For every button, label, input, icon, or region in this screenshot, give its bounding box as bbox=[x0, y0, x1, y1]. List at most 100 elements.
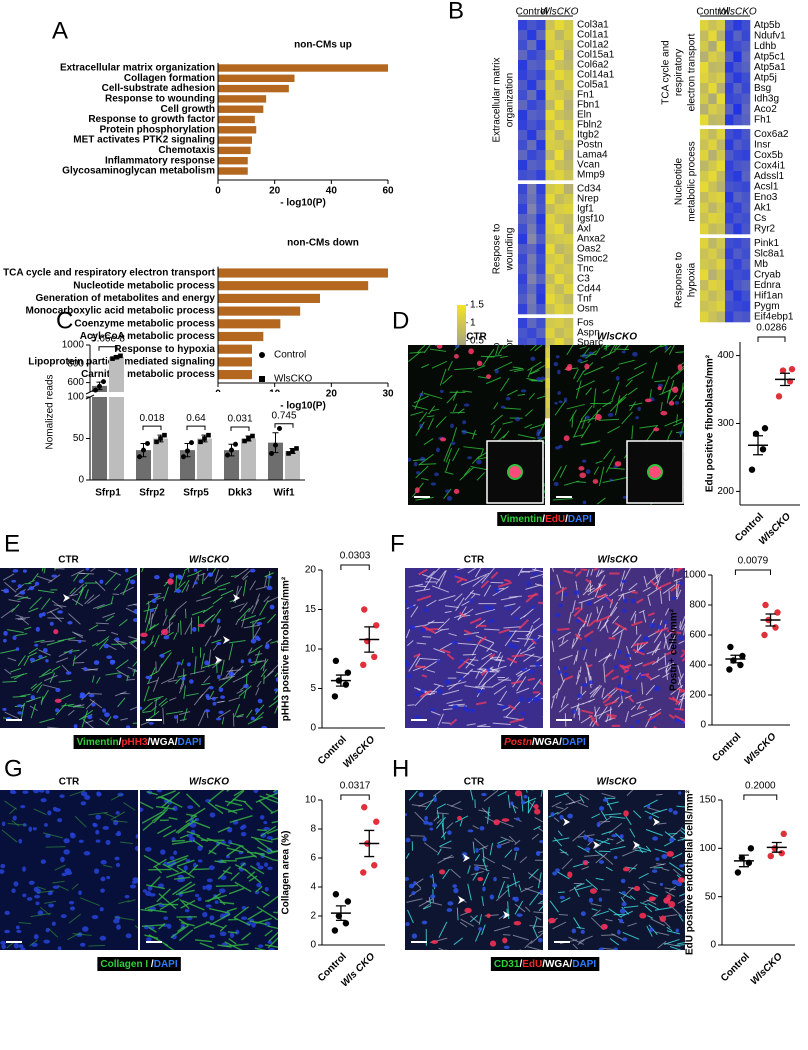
fiber bbox=[606, 801, 619, 806]
fiber bbox=[506, 657, 518, 664]
fiber bbox=[461, 600, 471, 607]
heatmap-cell bbox=[708, 290, 717, 302]
fiber bbox=[255, 917, 272, 924]
fiber bbox=[179, 834, 189, 839]
nucleus bbox=[671, 596, 677, 600]
fiber bbox=[528, 800, 535, 808]
fiber bbox=[681, 656, 685, 662]
fiber bbox=[248, 605, 254, 613]
fiber bbox=[500, 596, 518, 601]
bar bbox=[218, 331, 264, 342]
nucleus bbox=[30, 695, 36, 700]
nucleus bbox=[446, 496, 453, 501]
nucleus bbox=[176, 574, 182, 578]
fiber bbox=[630, 634, 642, 649]
nucleus bbox=[131, 880, 137, 885]
heatmap-cell bbox=[518, 50, 528, 61]
fiber bbox=[592, 685, 603, 698]
fiber bbox=[583, 649, 588, 661]
fiber bbox=[456, 907, 459, 921]
nucleus bbox=[57, 818, 63, 823]
fiber bbox=[270, 837, 278, 841]
heatmap-cell bbox=[700, 114, 709, 126]
nucleus bbox=[263, 826, 271, 831]
fiber bbox=[663, 633, 669, 651]
heatmap-cell bbox=[518, 224, 528, 235]
fiber bbox=[653, 629, 664, 643]
fiber bbox=[216, 582, 231, 588]
fiber bbox=[418, 568, 428, 576]
fiber bbox=[558, 639, 569, 647]
point bbox=[761, 425, 769, 432]
nucleus bbox=[125, 933, 132, 939]
fiber bbox=[201, 682, 211, 686]
fiber bbox=[134, 925, 138, 929]
fiber bbox=[538, 905, 543, 912]
fiber bbox=[242, 579, 247, 597]
fiber bbox=[426, 669, 436, 673]
fiber bbox=[661, 375, 670, 395]
heatmap-cell bbox=[725, 20, 734, 31]
fiber bbox=[421, 674, 428, 678]
heatmap-cell bbox=[554, 184, 565, 195]
gene-label: Col5a1 bbox=[577, 80, 609, 91]
fiber bbox=[497, 880, 505, 898]
x-axis-label: - log10(P) bbox=[280, 401, 326, 412]
point bbox=[273, 442, 278, 448]
nucleus bbox=[219, 931, 227, 937]
nucleus bbox=[435, 447, 440, 453]
fiber bbox=[601, 687, 605, 698]
category-label: Collagen formation bbox=[124, 73, 215, 84]
fiber bbox=[20, 703, 25, 721]
nucleus bbox=[583, 834, 588, 840]
nucleus bbox=[577, 693, 583, 699]
fiber bbox=[664, 938, 680, 945]
nucleus bbox=[602, 798, 609, 802]
fiber bbox=[669, 946, 682, 950]
fiber bbox=[232, 798, 247, 803]
fiber bbox=[517, 393, 526, 396]
fiber bbox=[186, 584, 190, 592]
fiber bbox=[426, 415, 435, 418]
fiber bbox=[507, 389, 518, 396]
fiber bbox=[423, 345, 431, 354]
fiber bbox=[498, 581, 513, 588]
nucleus bbox=[513, 847, 520, 852]
fiber bbox=[575, 885, 592, 891]
fiber bbox=[166, 870, 187, 878]
heatmap-cell bbox=[708, 301, 717, 312]
fiber bbox=[513, 369, 525, 373]
nucleus bbox=[102, 825, 110, 830]
heatmap-cell bbox=[554, 170, 565, 181]
nucleus bbox=[457, 815, 463, 821]
fiber bbox=[186, 692, 199, 697]
point bbox=[332, 657, 340, 665]
fiber bbox=[500, 836, 514, 843]
heatmap-cell bbox=[700, 223, 709, 235]
fiber bbox=[414, 811, 425, 822]
fiber bbox=[429, 348, 447, 352]
arrowhead bbox=[653, 818, 660, 826]
heatmap-cell bbox=[545, 264, 555, 275]
fiber bbox=[552, 466, 562, 481]
point bbox=[145, 440, 150, 446]
fiber bbox=[511, 654, 525, 658]
micrograph bbox=[405, 568, 543, 728]
fiber bbox=[580, 568, 588, 572]
fiber bbox=[202, 605, 214, 614]
heatmap-cell bbox=[733, 192, 742, 203]
heatmap-cell bbox=[700, 202, 709, 214]
fiber bbox=[410, 411, 424, 416]
heatmap-cell bbox=[716, 238, 726, 249]
fiber bbox=[657, 940, 667, 949]
fiber bbox=[645, 891, 659, 897]
fiber bbox=[54, 568, 57, 571]
fiber bbox=[481, 568, 496, 584]
heatmap-cell bbox=[536, 100, 546, 111]
fiber bbox=[481, 924, 486, 936]
heatmap-cell bbox=[708, 139, 717, 151]
nucleus bbox=[1, 944, 6, 950]
point bbox=[775, 393, 783, 400]
heatmap-cell bbox=[527, 130, 537, 141]
fiber bbox=[492, 586, 509, 597]
